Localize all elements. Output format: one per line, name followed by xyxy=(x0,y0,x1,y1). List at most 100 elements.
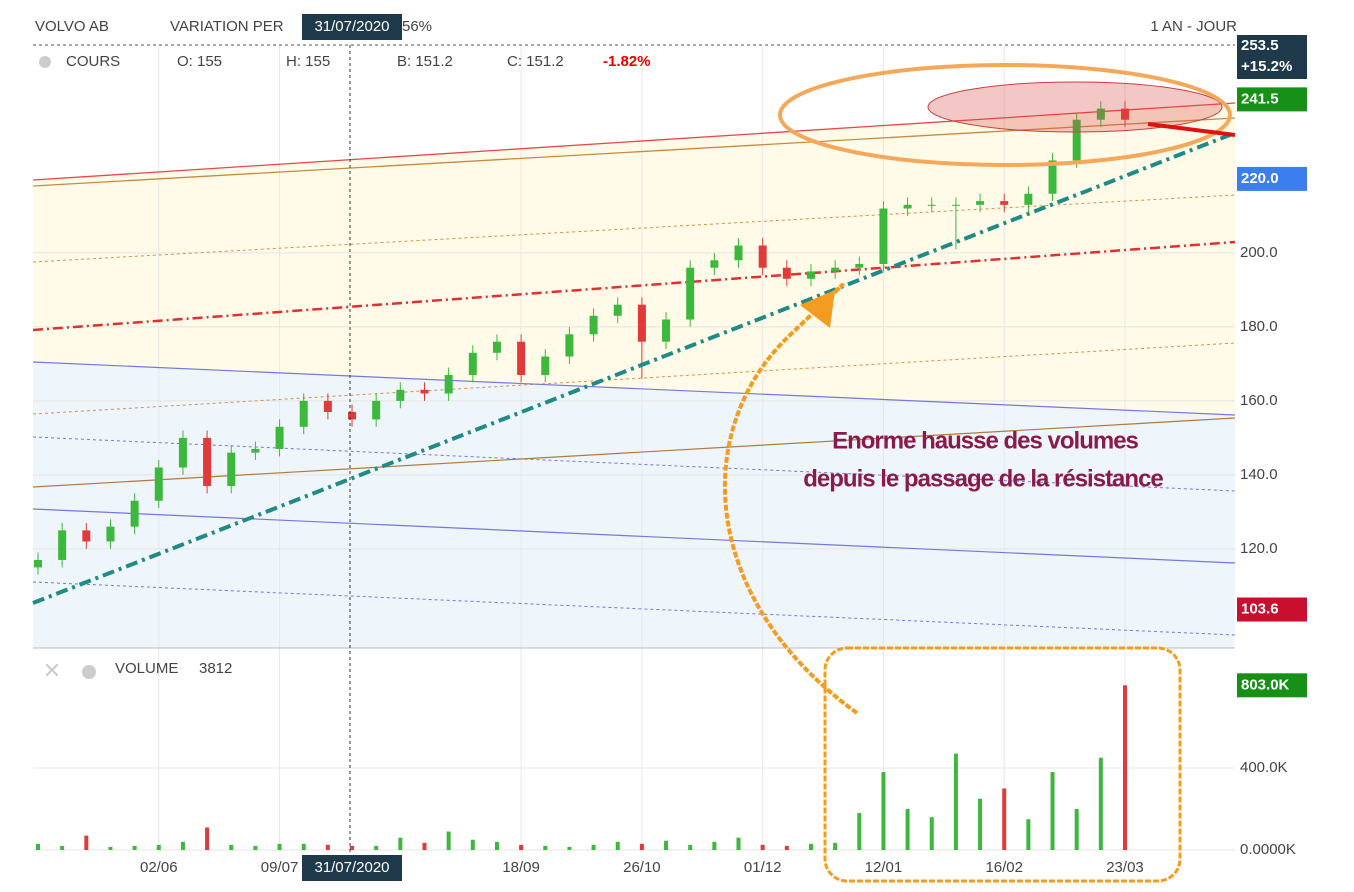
candle-body xyxy=(106,526,115,542)
top-marker-box xyxy=(1237,35,1307,79)
volume-bar xyxy=(591,844,596,850)
price-marker xyxy=(1237,87,1307,112)
highlight-ellipse xyxy=(927,81,1223,133)
volume-bar xyxy=(543,845,548,850)
highlight-ellipse xyxy=(778,63,1232,167)
candle-body xyxy=(541,356,550,375)
high: H: 155 xyxy=(286,53,330,70)
curved-arrow xyxy=(722,282,859,715)
candle-body xyxy=(855,264,864,268)
volume-bar xyxy=(1026,819,1031,850)
candle-body xyxy=(879,208,888,265)
channel-line xyxy=(32,342,1236,415)
candle-body xyxy=(1024,193,1033,205)
candle-body xyxy=(517,341,526,375)
volume-bar xyxy=(84,835,89,850)
gear-icon[interactable] xyxy=(39,56,51,68)
volume-bar xyxy=(350,845,355,850)
candle-body xyxy=(396,389,405,401)
crosshair-date-box xyxy=(302,14,402,40)
volume-bar xyxy=(664,840,669,850)
volume-bar xyxy=(978,798,983,850)
volume-bar xyxy=(760,844,765,850)
candle-body xyxy=(34,559,42,568)
price-marker-label: 103.6 xyxy=(1241,600,1279,617)
channel-line xyxy=(32,102,1236,181)
candle-body xyxy=(203,437,212,486)
trend-line xyxy=(32,131,1236,605)
candle-body xyxy=(806,271,815,279)
volume-bar xyxy=(905,808,910,850)
candle-body xyxy=(758,245,767,268)
candle-body xyxy=(1121,108,1129,120)
price-marker-label: 220.0 xyxy=(1241,170,1279,187)
price-marker-label: 803.0K xyxy=(1241,676,1290,693)
candle-body xyxy=(565,334,574,357)
volume-bar xyxy=(615,841,620,850)
gear-icon[interactable] xyxy=(82,665,96,679)
volume-bar xyxy=(929,817,934,850)
cours: COURS xyxy=(66,53,120,70)
candle-body xyxy=(323,400,332,412)
candle-body xyxy=(372,400,381,420)
y-tick-label: 120.0 xyxy=(1240,540,1278,557)
candle-body xyxy=(1072,119,1081,161)
volume-bar xyxy=(833,842,838,850)
change: -1.82% xyxy=(603,53,651,70)
candle-body xyxy=(275,426,284,449)
volume-bar xyxy=(180,841,185,850)
channel-line xyxy=(32,361,1236,416)
volume-bar xyxy=(1074,808,1079,850)
candle-body xyxy=(637,304,646,342)
price-marker xyxy=(1237,673,1307,698)
volume-bar xyxy=(688,844,693,850)
candle-body xyxy=(58,530,67,560)
volume-bar xyxy=(784,845,789,850)
volume-bar xyxy=(1123,685,1127,850)
y-tick-label: 180.0 xyxy=(1240,318,1278,335)
band-blue xyxy=(33,362,1235,648)
volume-bar xyxy=(374,845,379,850)
y-tick-label: 140.0 xyxy=(1240,466,1278,483)
candle-body xyxy=(130,500,139,527)
low: B: 151.2 xyxy=(397,53,453,70)
crosshair-date: 31/07/2020 xyxy=(314,18,389,35)
annotation: Enorme hausse des volumes xyxy=(832,427,1138,454)
candle-body xyxy=(251,448,260,453)
channel-line xyxy=(32,508,1236,564)
top-marker: +15.2% xyxy=(1241,58,1292,75)
candle-body xyxy=(1048,160,1057,194)
x-tick-label: 09/07 xyxy=(261,859,299,876)
close-icon[interactable]: ✕ xyxy=(43,658,61,683)
close: C: 151.2 xyxy=(507,53,564,70)
volume-bar xyxy=(953,753,958,850)
x-tick-label: 12/01 xyxy=(865,859,903,876)
channel-line xyxy=(32,117,1236,187)
volume-bar xyxy=(277,843,282,850)
volume-bar xyxy=(422,842,427,850)
volume-bar xyxy=(639,843,644,850)
candle-body xyxy=(468,352,477,375)
arrow-head xyxy=(800,290,835,328)
open: O: 155 xyxy=(177,53,222,70)
price-marker xyxy=(1237,597,1307,622)
y-tick-label: 0.0000K xyxy=(1240,841,1296,858)
x-tick-label: 26/10 xyxy=(623,859,661,876)
volume-bar xyxy=(736,837,741,850)
channel-line xyxy=(32,436,1236,492)
volume-bar xyxy=(108,846,113,850)
volume-bar xyxy=(205,827,210,850)
candle-body xyxy=(589,315,598,335)
volume-value: 3812 xyxy=(199,660,232,677)
candle-body xyxy=(662,319,671,342)
candle-body xyxy=(734,245,743,261)
candle-body xyxy=(927,204,936,206)
volume-bar xyxy=(712,841,717,850)
volume-bar xyxy=(132,845,137,850)
volume-bar xyxy=(36,843,40,850)
top-marker: 253.5 xyxy=(1241,37,1279,54)
candle-body xyxy=(444,374,453,394)
volume-bar xyxy=(881,772,886,850)
price-marker-label: 241.5 xyxy=(1241,90,1279,107)
